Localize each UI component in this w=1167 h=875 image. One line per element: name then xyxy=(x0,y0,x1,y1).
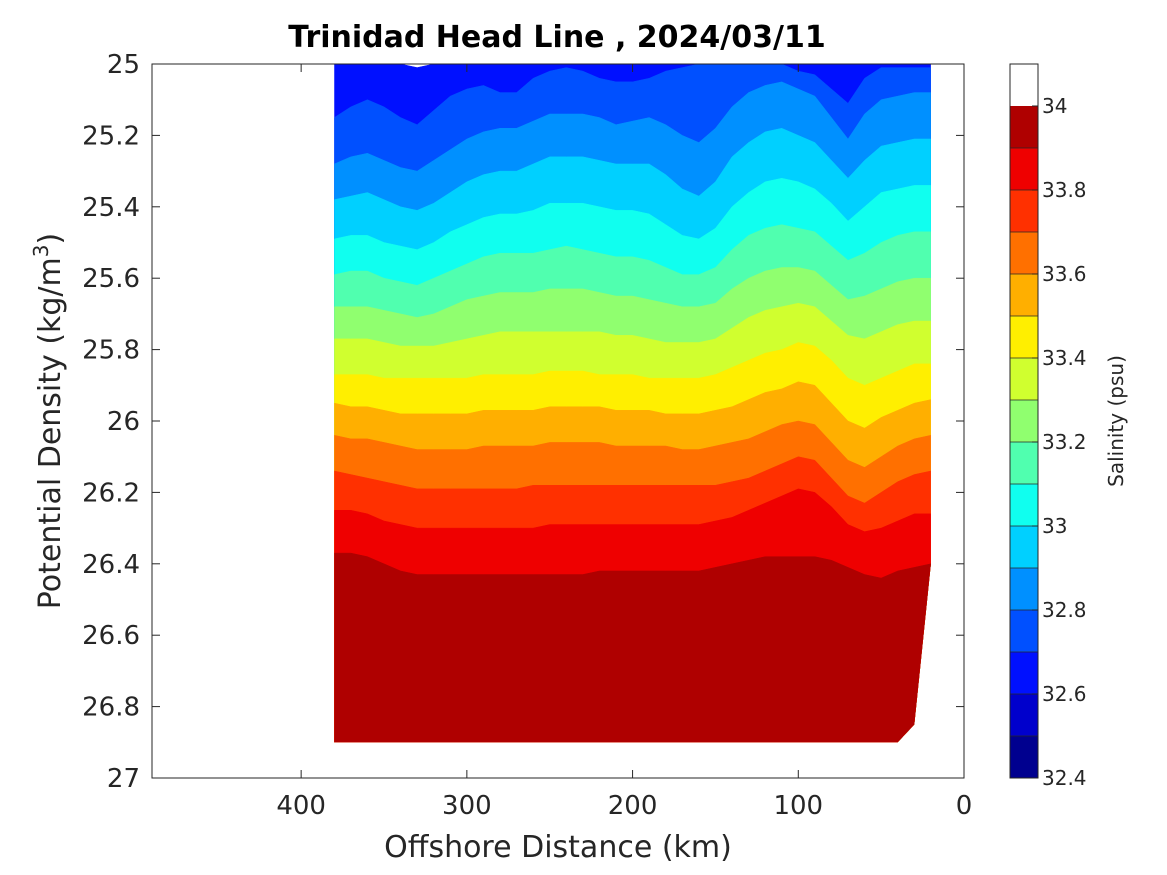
colorbar-tick-label: 32.4 xyxy=(1042,766,1087,790)
y-axis: 25 25.2 25.4 25.6 25.8 26 26.2 26.4 26.6 26.8 27 xyxy=(82,50,964,794)
y-axis-title-main: Potential Density (kg/m xyxy=(33,257,68,609)
contour-band-33.90 xyxy=(334,552,931,743)
y-tick-label: 26.2 xyxy=(82,478,140,508)
colorbar-swatch xyxy=(1010,526,1038,568)
salinity-contour-bands xyxy=(334,64,931,743)
colorbar-tick-label: 33.2 xyxy=(1042,430,1087,454)
colorbar-tick-label: 32.6 xyxy=(1042,682,1087,706)
x-tick-label: 300 xyxy=(442,791,492,821)
colorbar-swatch xyxy=(1010,736,1038,778)
colorbar-swatch xyxy=(1010,190,1038,232)
x-axis-title: Offshore Distance (km) xyxy=(384,830,732,865)
colorbar-swatch xyxy=(1010,568,1038,610)
x-axis: 400 300 200 100 0 xyxy=(276,64,972,821)
colorbar-tick-label: 33.4 xyxy=(1042,346,1087,370)
colorbar-tick-label: 33 xyxy=(1042,514,1067,538)
colorbar-swatch xyxy=(1010,484,1038,526)
colorbar-swatch xyxy=(1010,694,1038,736)
colorbar-tick-label: 33.6 xyxy=(1042,262,1087,286)
y-tick-label: 26.8 xyxy=(82,693,140,723)
colorbar-swatch xyxy=(1010,148,1038,190)
y-tick-label: 25.8 xyxy=(82,336,140,366)
colorbar: 32.4 32.6 32.8 33 33.2 33.4 33.6 33.8 34 xyxy=(1009,63,1087,790)
y-axis-title-superscript: 3 xyxy=(29,244,53,257)
colorbar-tick-label: 34 xyxy=(1042,94,1067,118)
colorbar-tick-label: 32.8 xyxy=(1042,598,1087,622)
x-tick-label: 400 xyxy=(276,791,326,821)
colorbar-swatch xyxy=(1010,274,1038,316)
colorbar-swatch xyxy=(1010,106,1038,148)
x-tick-label: 200 xyxy=(608,791,658,821)
colorbar-frame xyxy=(1009,63,1039,779)
y-tick-label: 25.4 xyxy=(82,193,140,223)
y-tick-label: 25.6 xyxy=(82,264,140,294)
colorbar-tick-label: 33.8 xyxy=(1042,178,1087,202)
colorbar-swatch xyxy=(1010,400,1038,442)
x-tick-label: 100 xyxy=(773,791,823,821)
y-tick-label: 25.2 xyxy=(82,121,140,151)
plot-area xyxy=(151,63,965,779)
y-tick-label: 26.4 xyxy=(82,550,140,580)
y-axis-title-suffix: ) xyxy=(33,233,68,245)
chart-title: Trinidad Head Line , 2024/03/11 xyxy=(288,20,825,55)
colorbar-swatch xyxy=(1010,652,1038,694)
colorbar-swatch xyxy=(1010,358,1038,400)
y-tick-label: 25 xyxy=(107,50,140,80)
x-tick-label: 0 xyxy=(956,791,973,821)
y-axis-title: Potential Density (kg/m3) xyxy=(29,233,68,609)
y-tick-label: 26 xyxy=(107,407,140,437)
y-tick-label: 27 xyxy=(107,764,140,794)
colorbar-title: Salinity (psu) xyxy=(1104,355,1128,487)
y-tick-label: 26.6 xyxy=(82,621,140,651)
colorbar-swatch xyxy=(1010,316,1038,358)
colorbar-swatch xyxy=(1010,442,1038,484)
colorbar-swatch xyxy=(1010,232,1038,274)
colorbar-swatch xyxy=(1010,610,1038,652)
